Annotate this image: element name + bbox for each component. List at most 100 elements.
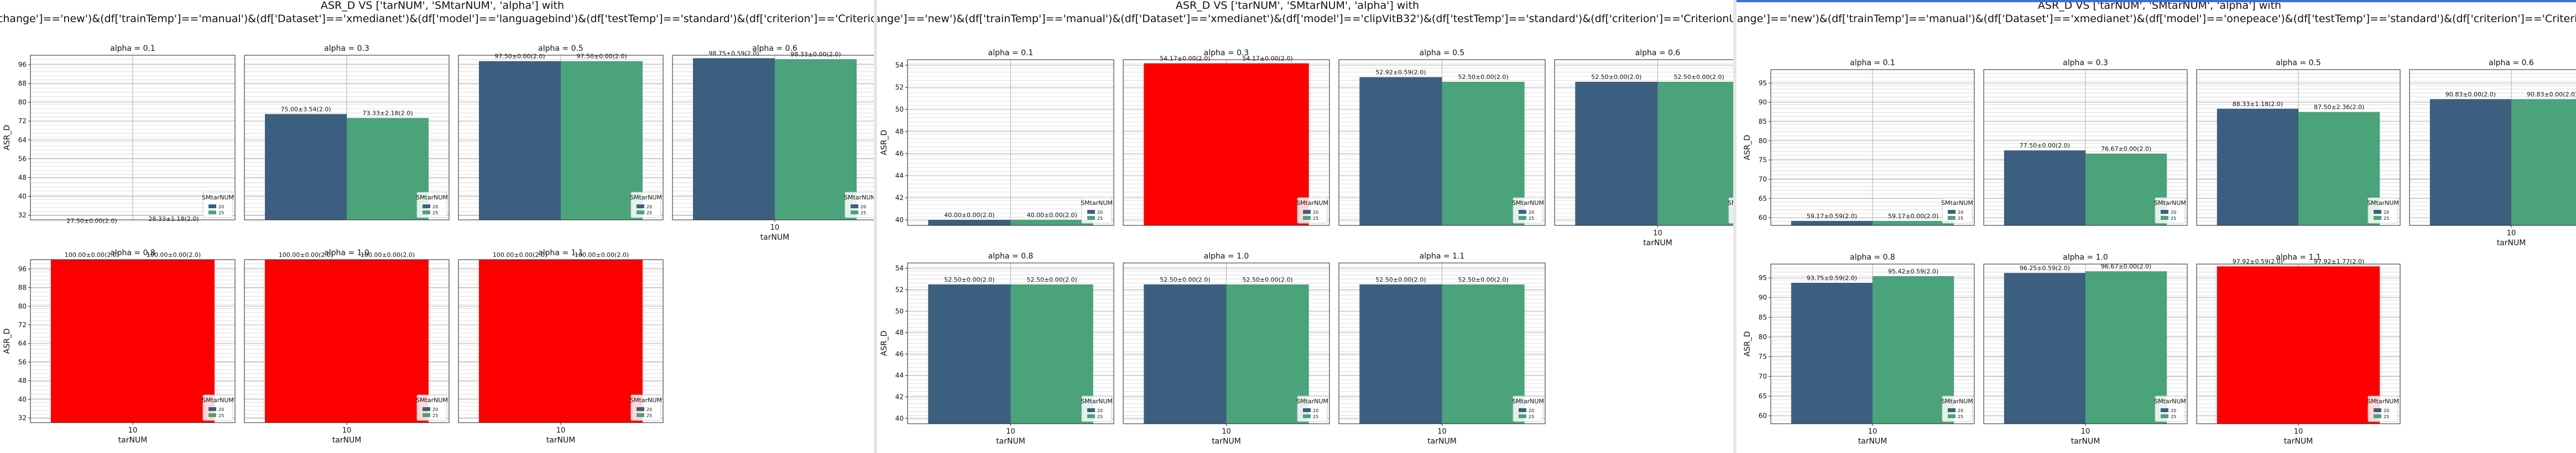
x-axis-label: tarNUM [996,437,1025,446]
legend-entry-label: 20 [2384,408,2389,413]
legend-swatch [1303,414,1311,418]
legend-swatch [637,204,644,208]
legend-title: SMtarNUM [630,194,662,201]
bar-smtarnum-25 [561,61,643,220]
legend-swatch [2374,216,2381,220]
y-tick-label: 44 [895,172,904,180]
legend-swatch [1519,414,1526,418]
y-tick-label: 75 [1759,353,1767,361]
subplot-1: 40.00±0.00(2.0) 40.00±0.00(2.0) alpha = 0.… [880,49,1114,226]
legend-title: SMtarNUM [1512,398,1544,405]
bar-smtarnum-20 [2217,266,2298,424]
axes-frame [1770,69,1975,226]
figure-panel-clipvitb32: ASR_D VS ['tarNUM', 'SMtarNUM', 'alpha']… [877,0,1733,453]
legend-title: SMtarNUM [2367,398,2399,405]
chart-figure-onepeace: ASR_D VS ['tarNUM', 'SMtarNUM', 'alpha']… [1737,0,2576,446]
figure-subtitle: (df['change']=='new')&(df['trainTemp']==… [1737,13,2576,25]
bar-smtarnum-20 [1144,284,1227,424]
x-tick-label: 10 [2294,428,2303,436]
x-tick-label: 10 [556,426,566,435]
bar-value-label: 52.50±0.00(2.0) [1458,73,1508,81]
bar-smtarnum-20 [1791,282,1873,424]
axes-frame [2196,69,2401,226]
bar-value-label: 52.50±0.00(2.0) [1375,276,1426,283]
legend-swatch [208,210,216,214]
bar-value-label: 93.75±0.59(2.0) [1807,275,1857,282]
y-axis-label: ASR_D [880,331,889,356]
subplot-4: 98.75±0.59(2.0) 98.33±0.00(2.0)alpha = 0.… [672,44,874,242]
legend-title: SMtarNUM [630,397,662,404]
y-tick-label: 48 [895,128,904,135]
legend-entry-label: 20 [1313,408,1318,413]
y-tick-label: 80 [1759,137,1767,145]
legend-swatch [1087,408,1095,412]
bar-value-label: 96.25±0.59(2.0) [2020,265,2070,272]
legend-swatch [208,204,216,208]
legend-entry-label: 20 [218,204,224,209]
bar-value-label: 96.67±0.00(2.0) [2101,263,2151,270]
axes-frame [244,55,450,220]
legend-swatch [1087,216,1095,220]
legend-swatch [1087,414,1095,418]
subplot-2: 77.50±0.00(2.0) 76.67±0.00(2.0) alpha = 0.… [1983,59,2188,226]
subplot-7: 100.00±0.00(2.0) 100.00±0.00(2.0)alpha = … [458,249,664,445]
chart-figure-languagebind: ASR_D VS ['tarNUM', 'SMtarNUM', 'alpha']… [0,0,874,445]
y-tick-label: 72 [18,117,27,125]
bar-smtarnum-25 [1657,82,1733,225]
bar-smtarnum-20 [693,58,775,220]
legend-swatch [1948,210,1956,214]
legend-title: SMtarNUM [1512,199,1544,207]
subplot-7: 97.92±0.59(2.0) 97.92±1.77(2.0)alpha = 1.… [2196,253,2401,446]
y-tick-label: 52 [895,286,904,294]
bar-value-label: 27.50±0.00(2.0) [66,218,117,225]
x-axis-label: tarNUM [546,436,576,445]
subplot-title: alpha = 0.3 [2063,59,2108,67]
subplot-title: alpha = 0.1 [1850,59,1895,67]
legend-entry-label: 20 [1097,210,1103,215]
y-tick-label: 40 [18,192,27,200]
y-tick-label: 88 [18,80,27,87]
legend-title: SMtarNUM [202,397,234,404]
bar-value-label: 52.50±0.00(2.0) [1026,276,1077,283]
bar-smtarnum-20 [928,220,1011,225]
y-tick-label: 70 [1759,175,1767,183]
legend-entry-label: 25 [2384,414,2389,419]
x-axis-label: tarNUM [332,436,362,445]
subplot-6: 52.50±0.00(2.0) 52.50±0.00(2.0) alpha = 1.… [1123,252,1330,446]
legend-entry-label: 20 [646,204,652,209]
y-axis-label: ASR_D [1743,135,1752,160]
bar-value-label: 100.00±0.00(2.0) [575,251,629,259]
bar-smtarnum-25 [1442,284,1525,424]
legend-title: SMtarNUM [416,397,448,404]
bar-value-label: 59.17±0.59(2.0) [1807,213,1857,220]
subplot-7: 52.50±0.00(2.0) 52.50±0.00(2.0) alpha = 1.… [1338,252,1546,446]
x-tick-label: 10 [2507,229,2516,238]
subplot-title: alpha = 0.6 [1635,49,1681,57]
legend-entry-label: 25 [1313,216,1318,221]
bar-value-label: 73.33±2.18(2.0) [362,110,413,117]
bar-smtarnum-20 [928,284,1011,424]
y-tick-label: 42 [895,194,904,202]
legend-entry-label: 20 [646,407,652,412]
legend-entry-label: 25 [1529,216,1534,221]
axes-frame [458,55,664,220]
subplot-title: alpha = 1.0 [2063,253,2108,262]
y-tick-label: 56 [18,358,27,366]
bar-value-label: 28.33±1.18(2.0) [148,215,199,223]
y-tick-label: 95 [1759,274,1767,282]
y-tick-label: 65 [1759,392,1767,400]
legend-title: SMtarNUM [2367,199,2399,207]
bar-smtarnum-20 [479,61,561,220]
legend-swatch [851,204,858,208]
x-axis-label: tarNUM [1858,437,1887,446]
legend-swatch [2161,408,2168,412]
legend-swatch [637,407,644,411]
x-tick-label: 10 [342,426,352,435]
x-tick-label: 10 [128,426,138,435]
bar-value-label: 97.50±0.00(2.0) [494,53,545,60]
legend-title: SMtarNUM [1296,199,1328,207]
bar-value-label: 100.00±0.00(2.0) [493,251,547,259]
